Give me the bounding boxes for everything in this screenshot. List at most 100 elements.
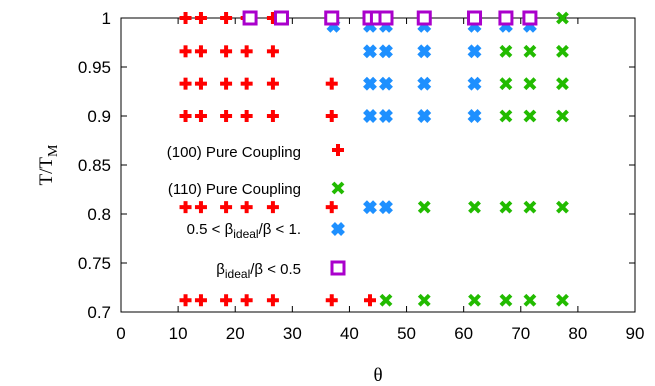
series-1 bbox=[379, 11, 569, 307]
data-point bbox=[240, 294, 253, 307]
data-point bbox=[220, 294, 233, 307]
data-point bbox=[179, 12, 192, 24]
data-point bbox=[499, 44, 513, 58]
data-point bbox=[417, 76, 432, 91]
data-point bbox=[325, 201, 338, 214]
data-point bbox=[416, 10, 432, 26]
data-point bbox=[417, 109, 432, 123]
data-point bbox=[417, 44, 432, 59]
data-point bbox=[556, 44, 569, 58]
data-point bbox=[179, 110, 192, 122]
data-point bbox=[378, 10, 394, 26]
legend-label: 0.5 < βideal/β < 1. bbox=[187, 221, 301, 241]
legend-label-part: β bbox=[216, 261, 225, 278]
data-point bbox=[363, 200, 377, 215]
legend-label-subscript: ideal bbox=[225, 267, 250, 281]
data-point bbox=[556, 293, 569, 307]
legend-label-part: (100) Pure Coupling bbox=[167, 144, 301, 161]
x-tick-label: 70 bbox=[511, 324, 530, 343]
x-tick-label: 50 bbox=[397, 324, 416, 343]
data-point bbox=[240, 201, 253, 214]
data-point bbox=[467, 10, 483, 26]
data-point bbox=[266, 77, 279, 90]
data-point bbox=[468, 293, 481, 307]
data-point bbox=[523, 293, 537, 307]
data-point bbox=[363, 44, 377, 59]
y-tick-label: 0.75 bbox=[78, 254, 111, 273]
y-axis-title: T/TM bbox=[36, 144, 61, 186]
data-point bbox=[220, 12, 233, 24]
data-point bbox=[364, 294, 377, 307]
x-tick-label: 60 bbox=[454, 324, 473, 343]
legend-entry-2: 0.5 < βideal/β < 1. bbox=[187, 221, 345, 241]
legend-label: βideal/β < 0.5 bbox=[216, 261, 301, 281]
tick-marks bbox=[120, 17, 636, 313]
data-point bbox=[266, 294, 279, 307]
y-tick-label: 0.95 bbox=[78, 58, 111, 77]
data-point bbox=[266, 110, 279, 122]
y-tick-label: 0.7 bbox=[87, 303, 111, 322]
data-point bbox=[240, 77, 253, 90]
x-tick-label: 90 bbox=[626, 324, 645, 343]
legend-marker bbox=[330, 260, 346, 276]
data-point bbox=[556, 11, 569, 25]
data-point bbox=[266, 201, 279, 214]
data-point bbox=[179, 45, 192, 58]
series-2 bbox=[326, 18, 537, 215]
data-point bbox=[179, 77, 192, 90]
data-point bbox=[194, 77, 207, 90]
data-point bbox=[523, 77, 537, 91]
data-point bbox=[498, 10, 514, 26]
data-point bbox=[467, 44, 482, 59]
x-tick-label: 10 bbox=[169, 324, 188, 343]
data-point bbox=[179, 201, 192, 214]
data-point bbox=[499, 293, 513, 307]
x-tick-label: 20 bbox=[226, 324, 245, 343]
data-point bbox=[266, 45, 279, 58]
data-point bbox=[179, 294, 192, 307]
data-point bbox=[467, 109, 482, 123]
data-point bbox=[379, 293, 393, 307]
data-point bbox=[220, 77, 233, 90]
data-point bbox=[240, 45, 253, 58]
data-point bbox=[499, 200, 513, 214]
legend: (100) Pure Coupling (110) Pure Coupling 0.… bbox=[167, 144, 346, 281]
data-point bbox=[194, 294, 207, 307]
tick-labels: 0 10 20 30 40 50 60 70 80 90 0.7 0.75 0.8 0.85 0.9 0.95… bbox=[78, 9, 645, 343]
data-point bbox=[324, 10, 340, 26]
data-point bbox=[325, 294, 338, 307]
data-point bbox=[499, 77, 513, 91]
legend-marker bbox=[332, 144, 344, 156]
data-point bbox=[523, 200, 537, 214]
data-point bbox=[379, 44, 393, 59]
data-point bbox=[194, 110, 207, 122]
x-tick-label: 0 bbox=[116, 324, 125, 343]
data-point bbox=[363, 76, 377, 91]
legend-label-part: 0.5 < β bbox=[187, 221, 234, 238]
data-point bbox=[499, 109, 513, 123]
data-point bbox=[556, 77, 569, 91]
data-point bbox=[325, 77, 338, 90]
x-tick-label: 80 bbox=[568, 324, 587, 343]
y-tick-label: 0.9 bbox=[87, 107, 111, 126]
legend-entry-1: (110) Pure Coupling bbox=[168, 181, 345, 198]
data-point bbox=[194, 45, 207, 58]
data-points bbox=[179, 10, 569, 307]
data-point bbox=[522, 10, 538, 26]
legend-label-part: /β < 0.5 bbox=[250, 261, 301, 278]
legend-label-part: (110) Pure Coupling bbox=[168, 181, 301, 198]
legend-marker bbox=[331, 222, 345, 236]
legend-entry-3: βideal/β < 0.5 bbox=[216, 260, 346, 281]
data-point bbox=[417, 200, 431, 214]
data-point bbox=[523, 109, 537, 123]
x-tick-label: 30 bbox=[283, 324, 302, 343]
data-point bbox=[556, 109, 569, 123]
legend-marker bbox=[331, 181, 345, 195]
legend-label: (100) Pure Coupling bbox=[167, 144, 301, 161]
legend-label-subscript: ideal bbox=[233, 227, 258, 241]
plot-frame bbox=[120, 17, 636, 313]
legend-label-part: /β < 1. bbox=[259, 221, 301, 238]
data-point bbox=[194, 12, 207, 24]
legend-entry-0: (100) Pure Coupling bbox=[167, 144, 344, 161]
